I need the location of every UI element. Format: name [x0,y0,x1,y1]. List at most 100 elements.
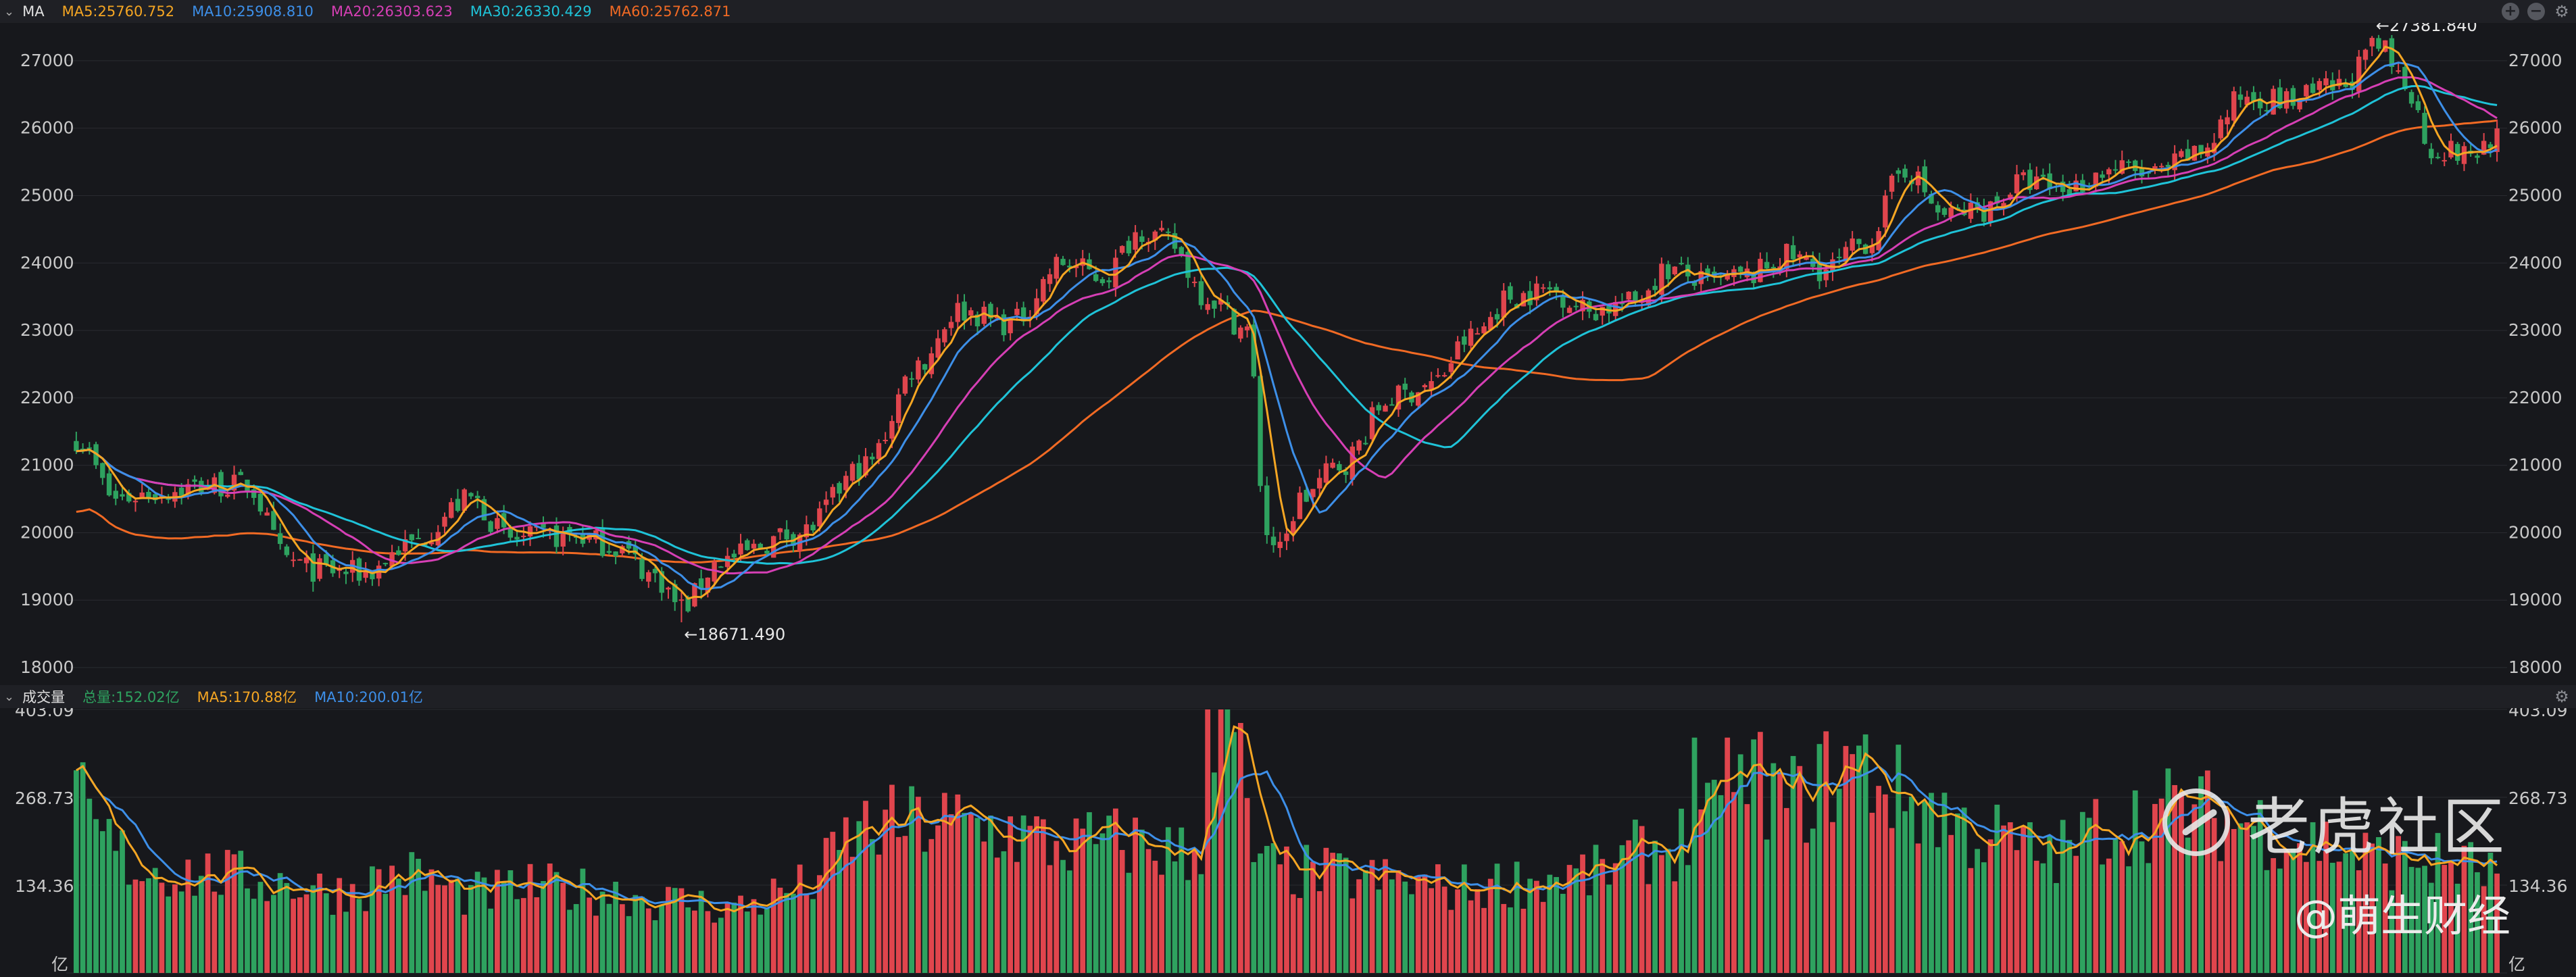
legend-vol-ma5: MA5:170.88亿 [197,689,297,705]
volume-bar [376,869,382,973]
remove-indicator-button[interactable]: − [2527,3,2545,20]
volume-bar [2475,872,2480,973]
candle-body [1659,264,1664,295]
volume-bar [1468,900,1474,973]
candle-body [2185,149,2191,161]
volume-bar [902,836,908,973]
candle-body [1816,261,1823,282]
candle-body [231,474,237,491]
candle-body [974,314,981,326]
watermark-brand: 老虎社区 [2162,777,2507,867]
candle-body [810,524,816,530]
candle-body [185,484,191,495]
volume-bar [1422,874,1428,973]
candle-body [1356,440,1362,451]
candle-body [1093,274,1099,281]
candle-body [731,553,737,558]
candle-body [1488,317,1493,330]
volume-bar [99,831,105,973]
volume-axis-left-label: 268.73 [15,788,74,808]
candle-body [2172,153,2177,170]
candle-body [698,578,704,590]
volume-bar [1212,772,1217,973]
volume-bar [455,878,461,973]
volume-bar [73,770,79,973]
volume-bar [317,873,322,973]
candle-body [1725,274,1730,280]
candle-body [1277,541,1283,549]
volume-settings-gear-icon[interactable]: ⚙ [2554,687,2569,706]
candle-body [428,542,435,545]
volume-bar [599,891,605,973]
volume-bar [672,888,678,973]
candle-body [1501,291,1506,318]
volume-bar [520,898,526,973]
candle-body [218,472,224,497]
candle-body [1508,286,1513,300]
volume-bar [2487,853,2494,973]
candle-body [468,493,474,497]
volume-bar [988,816,993,973]
volume-bar [1139,829,1145,973]
volume-bar [1126,872,1132,973]
volume-bar [271,895,276,973]
candle-body [613,551,618,556]
volume-bar [1619,845,1625,973]
volume-bar [1981,862,1987,973]
volume-bar [1040,819,1046,973]
volume-collapse-chevron-icon[interactable]: ⌄ [4,689,15,704]
candle-body [1369,407,1375,439]
volume-bar [712,922,717,973]
candle-body [1304,489,1309,502]
candle-body [1830,259,1835,272]
volume-bar [1566,865,1572,973]
volume-bar [1304,845,1310,973]
candle-body [876,443,882,459]
add-indicator-button[interactable]: + [2502,3,2519,20]
candle-body [633,546,638,555]
volume-bar [2402,841,2408,973]
volume-bar [1922,801,1928,973]
volume-bar [2119,841,2125,973]
volume-bar [166,896,172,973]
candle-body [1060,259,1066,266]
volume-bar [770,878,776,973]
candle-body [1889,175,1895,192]
volume-bar [2218,861,2224,973]
price-axis-right-label: 27000 [2508,51,2562,70]
candle-body [889,421,895,439]
candle-body [837,482,842,494]
candle-body [1737,266,1743,272]
volume-bar [1633,820,1638,973]
candle-body [764,551,770,554]
volume-bar [2494,873,2500,973]
candle-body [1284,533,1289,541]
candle-body [324,554,329,565]
candle-body [1363,443,1368,445]
volume-bar [652,920,658,973]
volume-bar [1560,893,1566,973]
volume-bar [2481,886,2487,973]
volume-bar [86,799,93,973]
volume-bar [1547,874,1553,973]
candle-body [1915,171,1921,186]
candle-body [1185,251,1191,278]
volume-bar [277,873,283,973]
volume-bar [507,870,514,973]
volume-bar [731,902,737,973]
candle-body [1534,283,1539,301]
candle-body [1856,239,1862,245]
legend-total-volume: 总量:152.02亿 [82,689,180,705]
settings-gear-icon[interactable]: ⚙ [2554,2,2569,21]
volume-bar [2112,838,2119,973]
volume-bar [1152,860,1158,973]
volume-bar [1244,798,1250,973]
volume-bar [1198,874,1204,973]
collapse-chevron-icon[interactable]: ⌄ [4,4,15,19]
volume-bar [146,878,151,973]
candle-body [2027,170,2033,191]
candle-body [363,572,368,578]
candle-body [863,456,868,476]
volume-bar [1961,807,1967,973]
volume-bar [541,880,546,973]
